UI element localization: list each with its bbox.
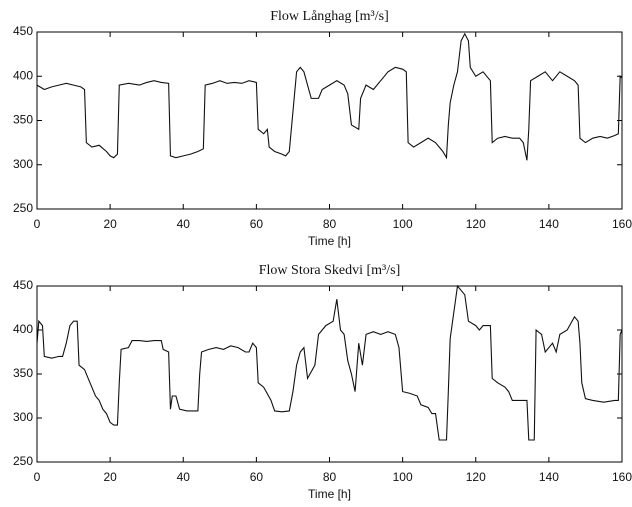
y-tick-label: 300 (13, 157, 33, 171)
plot-frame (36, 31, 623, 210)
x-tick-label: 120 (466, 470, 486, 484)
y-tick-label: 250 (13, 454, 33, 468)
x-tick-label: 100 (393, 217, 413, 231)
chart-title: Flow Långhag [m³/s] (270, 9, 389, 24)
x-tick-label: 120 (466, 217, 486, 231)
x-tick-label: 80 (323, 217, 337, 231)
x-tick-label: 80 (323, 470, 337, 484)
flow-line (36, 32, 623, 161)
x-tick-label: 140 (539, 470, 559, 484)
y-tick-label: 250 (13, 201, 33, 215)
y-tick-label: 350 (13, 113, 33, 127)
y-tick-label: 450 (13, 278, 33, 292)
x-tick-label: 40 (177, 470, 191, 484)
chart-title: Flow Stora Skedvi [m³/s] (259, 263, 400, 278)
x-axis-label: Time [h] (308, 234, 351, 248)
x-tick-label: 140 (539, 217, 559, 231)
y-tick-label: 350 (13, 366, 33, 380)
x-tick-label: 100 (393, 470, 413, 484)
x-tick-label: 160 (612, 217, 632, 231)
y-tick-label: 400 (13, 322, 33, 336)
x-tick-label: 20 (103, 217, 117, 231)
x-tick-label: 0 (34, 470, 41, 484)
x-tick-label: 60 (250, 470, 264, 484)
y-tick-label: 300 (13, 410, 33, 424)
x-axis-label: Time [h] (308, 487, 351, 501)
x-tick-label: 160 (612, 470, 632, 484)
y-tick-label: 450 (13, 24, 33, 38)
x-tick-label: 0 (34, 217, 41, 231)
y-tick-label: 400 (13, 68, 33, 82)
x-tick-label: 60 (250, 217, 264, 231)
plot-frame (36, 285, 623, 463)
x-tick-label: 40 (177, 217, 191, 231)
flow-line (36, 284, 623, 441)
x-tick-label: 20 (103, 470, 117, 484)
